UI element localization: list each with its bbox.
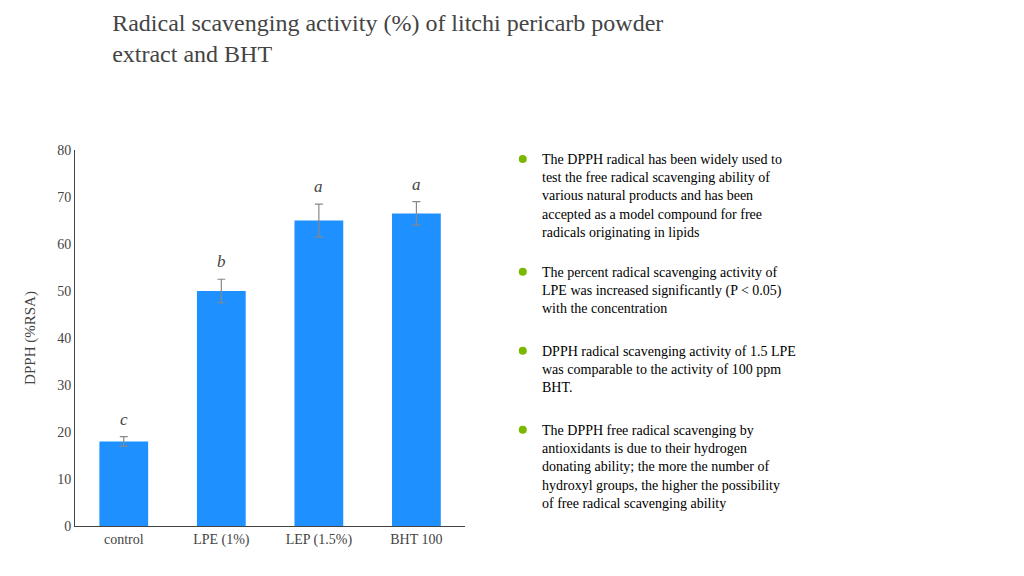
svg-text:control: control [104,532,144,547]
svg-text:b: b [217,252,226,271]
svg-text:80: 80 [57,143,71,158]
svg-text:The DPPH free radical scavengi: The DPPH free radical scavenging byantio… [542,423,780,511]
svg-text:DPPH (%RSA): DPPH (%RSA) [22,291,39,385]
svg-text:BHT 100: BHT 100 [390,532,442,547]
svg-text:50: 50 [57,284,71,299]
svg-text:The DPPH radical has been wide: The DPPH radical has been widely used to… [542,152,782,240]
svg-text:0: 0 [64,519,71,534]
svg-text:LPE (1%): LPE (1%) [193,532,250,548]
svg-text:The percent radical scavenging: The percent radical scavenging activity … [542,265,782,316]
svg-text:Radical scavenging activity (%: Radical scavenging activity (%) of litch… [112,10,663,67]
svg-text:30: 30 [57,378,71,393]
svg-text:60: 60 [57,237,71,252]
svg-text:c: c [120,410,128,429]
svg-text:20: 20 [57,425,71,440]
svg-text:70: 70 [57,190,71,205]
svg-text:DPPH radical scavenging activi: DPPH radical scavenging activity of 1.5 … [542,344,796,395]
svg-text:40: 40 [57,331,71,346]
svg-text:LEP (1.5%): LEP (1.5%) [286,532,353,548]
svg-text:a: a [314,177,323,196]
svg-text:a: a [412,175,421,194]
svg-text:10: 10 [57,472,71,487]
